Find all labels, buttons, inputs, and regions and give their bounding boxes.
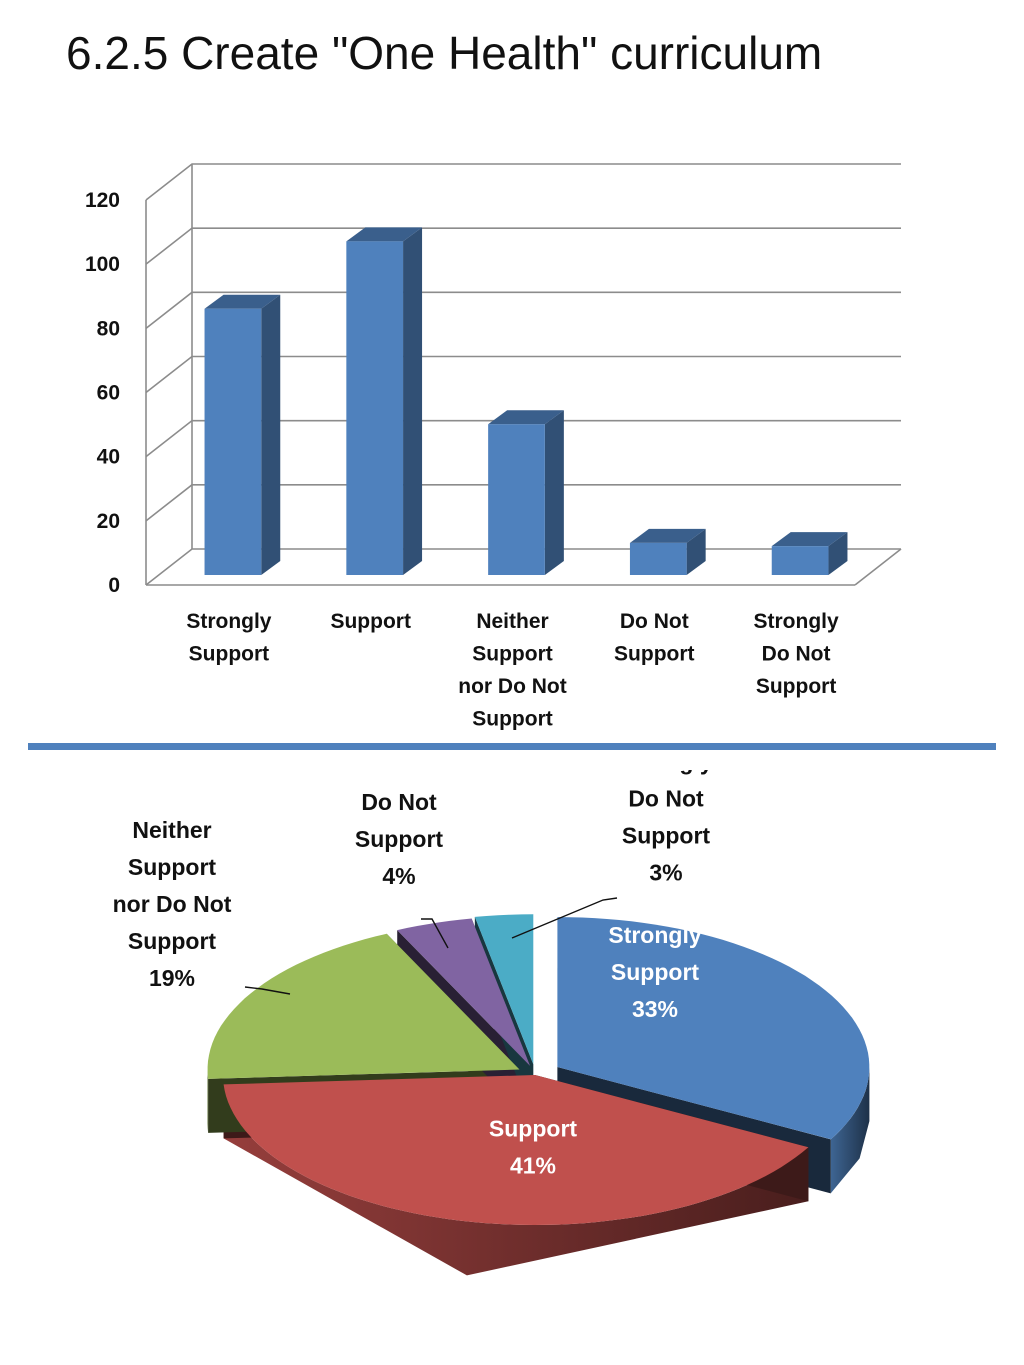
x-tick-label: Do Not xyxy=(620,610,689,633)
x-tick-label: nor Do Not xyxy=(458,675,566,698)
bar-side xyxy=(544,410,564,575)
gridline xyxy=(145,484,901,522)
y-tick-label: 40 xyxy=(97,446,120,469)
pie-chart: Strongly Support 33% Support 41% Neither Suppo… xyxy=(113,770,870,1276)
gridline xyxy=(145,163,901,201)
x-tick-label: Support xyxy=(614,643,694,666)
pie-label: Support xyxy=(128,854,216,880)
bar-front xyxy=(771,546,829,575)
leader-line xyxy=(244,986,291,995)
bar-front xyxy=(629,542,687,575)
pie-label: Strongly xyxy=(619,770,712,775)
x-tick-label: Support xyxy=(472,708,552,731)
bar-side xyxy=(261,294,281,575)
x-tick-label: Do Not xyxy=(762,643,831,666)
leader-line xyxy=(511,897,618,939)
pie-label: Do Not xyxy=(628,786,704,812)
pie-chart-labels: Strongly Support 33% Support 41% Neither Suppo… xyxy=(113,770,713,1179)
pie-label: Support xyxy=(355,826,443,852)
bar xyxy=(629,528,706,575)
x-tick-label: Strongly xyxy=(754,610,839,633)
bar-side xyxy=(403,227,423,575)
bar-top xyxy=(204,294,281,309)
leader-line xyxy=(421,918,449,949)
gridline xyxy=(145,291,901,329)
pie-slice xyxy=(474,914,534,1065)
bar-front xyxy=(204,308,262,575)
bar-chart: 0 20 40 60 80 100 120 Strongly Support Support Ne… xyxy=(85,163,902,731)
pie-label: Support xyxy=(128,928,216,954)
y-tick-label: 60 xyxy=(97,382,120,405)
pie-label: nor Do Not xyxy=(113,891,232,917)
y-tick-label: 20 xyxy=(97,510,120,533)
pie-label: 4% xyxy=(382,863,415,889)
gridline xyxy=(145,355,901,394)
bar-chart-x-axis: Strongly Support Support Neither Support nor … xyxy=(186,610,839,731)
bar-top xyxy=(771,532,848,547)
bar-side xyxy=(686,528,706,575)
bar xyxy=(488,410,564,575)
pie-label: Support xyxy=(489,1116,577,1142)
pie-slice xyxy=(557,917,870,1140)
bar-top xyxy=(346,227,423,242)
pie-label: 3% xyxy=(649,860,682,886)
pie-label: Support xyxy=(611,959,699,985)
pie-chart-slices xyxy=(207,914,870,1225)
x-tick-label: Support xyxy=(472,643,552,666)
pie-label: Support xyxy=(622,823,710,849)
bar-front xyxy=(346,241,404,575)
bar-chart-bars xyxy=(204,227,848,575)
bar-side xyxy=(828,532,848,575)
pie-label: Do Not xyxy=(361,789,437,815)
bar-chart-y-axis: 0 20 40 60 80 100 120 xyxy=(85,189,120,597)
pie-slice xyxy=(223,1075,809,1225)
pie-label: Neither xyxy=(132,817,211,843)
bar-top xyxy=(629,528,706,543)
y-tick-label: 0 xyxy=(108,574,120,597)
bar-top xyxy=(488,410,564,425)
bar xyxy=(346,227,423,575)
pie-label: 19% xyxy=(149,965,195,991)
y-tick-label: 120 xyxy=(85,189,120,212)
y-tick-label: 100 xyxy=(85,253,120,276)
x-tick-label: Strongly xyxy=(186,610,271,633)
x-tick-label: Neither xyxy=(476,610,548,633)
pie-slice xyxy=(207,933,520,1079)
page-title: 6.2.5 Create "One Health" curriculum xyxy=(66,27,823,79)
gridline xyxy=(145,227,901,265)
pie-slice-side xyxy=(207,1069,209,1133)
bar xyxy=(771,532,848,575)
x-tick-label: Support xyxy=(330,610,410,633)
y-tick-label: 80 xyxy=(97,317,120,340)
pie-slice-side xyxy=(223,1084,809,1276)
pie-slice-side xyxy=(830,1067,870,1194)
bar xyxy=(204,294,281,575)
x-tick-label: Support xyxy=(189,643,269,666)
bar-chart-grid xyxy=(145,163,902,586)
pie-slice xyxy=(397,918,531,1066)
section-divider xyxy=(28,743,996,750)
pie-label: Strongly xyxy=(608,922,701,948)
pie-label: 41% xyxy=(510,1153,556,1179)
floor-edge xyxy=(854,548,902,586)
pie-label: 33% xyxy=(632,996,678,1022)
x-tick-label: Support xyxy=(756,675,836,698)
gridline xyxy=(145,419,901,458)
bar-front xyxy=(488,424,545,575)
